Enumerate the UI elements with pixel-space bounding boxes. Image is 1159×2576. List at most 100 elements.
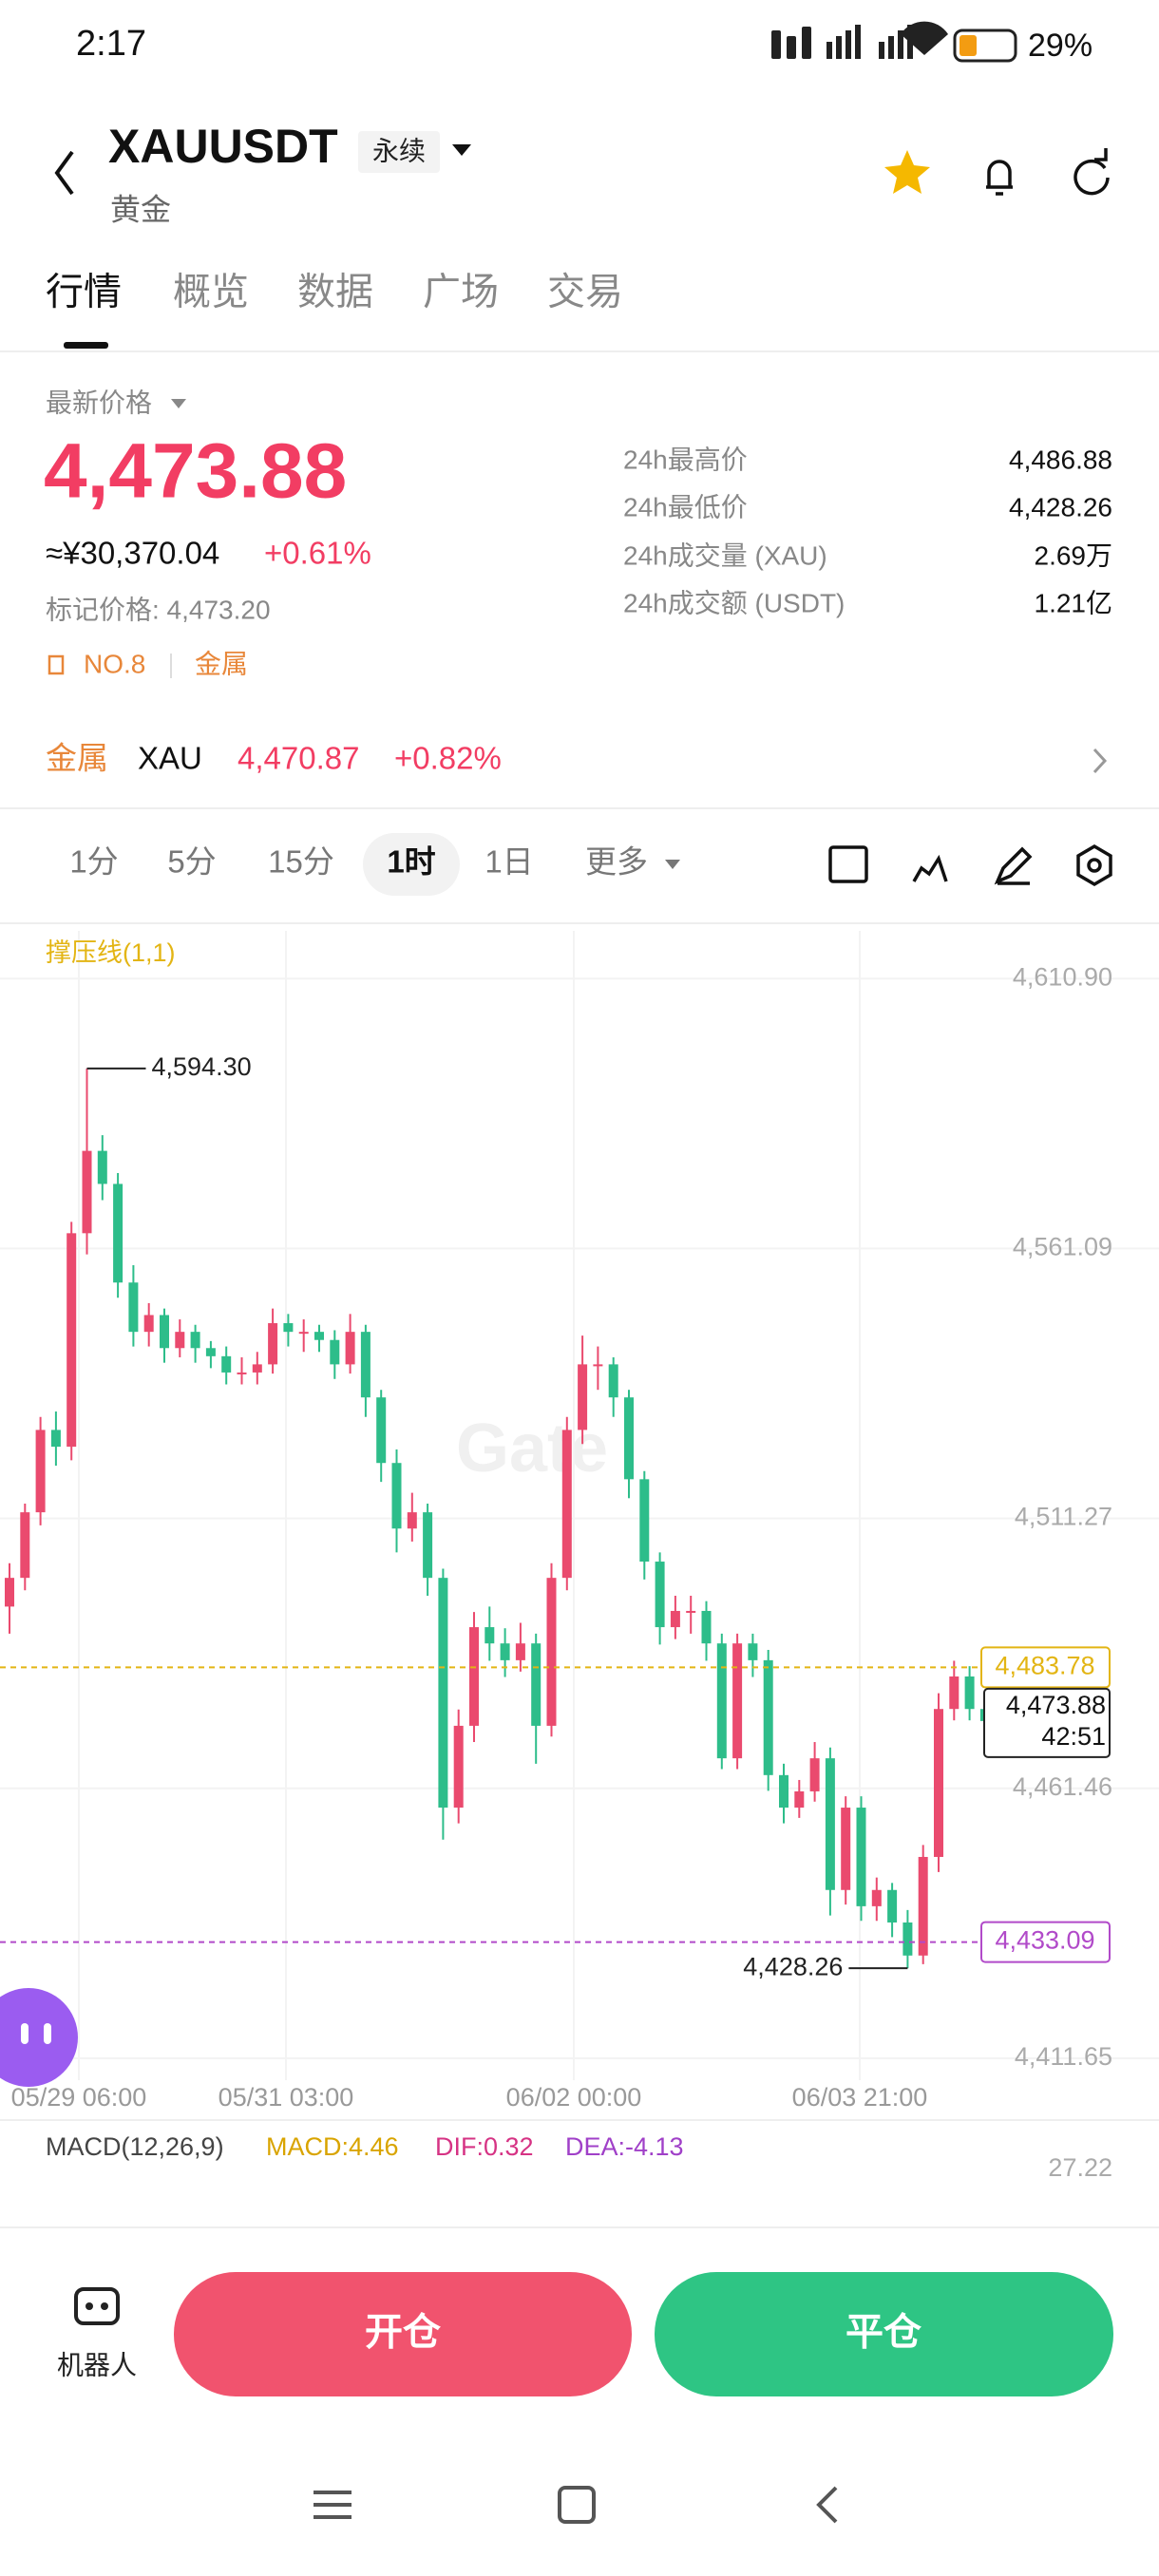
candle-body [205,1348,216,1356]
candle-body [298,1332,309,1335]
candle-body [701,1610,712,1644]
back-button[interactable] [54,150,74,196]
candle-body [856,1808,866,1906]
candle-body [20,1512,30,1579]
dropdown-arrow[interactable] [452,144,471,156]
candle-body [779,1774,788,1809]
candle-body [82,1150,92,1234]
candle-body [438,1578,448,1809]
alert-bell[interactable] [986,160,1013,196]
candle-body [918,1856,928,1956]
draw-tool[interactable] [994,846,1033,885]
sector-symbol: XAU [138,741,202,776]
interval[interactable]: 1时 [387,844,435,880]
price-change: +0.61% [264,536,371,571]
close-label: 平仓 [846,2312,922,2354]
tab[interactable]: 数据 [297,272,373,313]
status-icons [771,21,1017,63]
candle-body [639,1479,650,1563]
contract-badge[interactable] [358,131,440,173]
robot-icon[interactable] [74,2287,120,2325]
candle-body [283,1323,294,1333]
countdown: 42:51 [1041,1722,1106,1751]
battery-level: 29% [1028,28,1092,64]
candle-body [423,1512,433,1579]
symbol: XAUUSDT [108,120,338,173]
nav-home[interactable] [558,2486,596,2524]
candle-body [825,1758,835,1890]
sector-change: +0.82% [394,741,502,776]
tab[interactable]: 交易 [547,272,623,313]
interval[interactable]: 15分 [268,844,334,880]
interval[interactable]: 更多 [585,844,648,880]
open-button[interactable] [174,2272,632,2396]
candle-body [484,1627,495,1644]
rank: NO.8 [84,649,145,678]
candle-body [391,1463,402,1529]
interval[interactable]: 1日 [484,844,533,880]
sector-chevron[interactable] [1092,748,1108,774]
candle-body [143,1315,154,1333]
contract-type: 永续 [372,136,426,165]
favorite-star[interactable] [884,150,930,194]
candle-body [561,1430,572,1579]
current-price-label: 4,473.88 [1006,1691,1106,1719]
nav-back[interactable] [816,2486,838,2524]
price-label-arrow[interactable] [171,399,186,408]
settings-tool[interactable] [1076,843,1112,887]
tab-indicator [64,342,108,349]
sector-name[interactable]: 金属 [46,741,108,776]
y-tick-label: 4,511.27 [1015,1503,1112,1531]
candle-body [268,1323,278,1365]
assistant-bubble[interactable] [0,1988,78,2087]
price-label: 最新价格 [46,388,152,417]
settings-tool-center [1087,858,1102,873]
candle-body [794,1790,805,1809]
refresh-button[interactable] [1074,148,1110,196]
candle-body [763,1659,773,1775]
y-tick-label: 4,461.46 [1013,1772,1112,1801]
price-line-box [980,1646,1111,1689]
candle-body [578,1364,588,1430]
last-price: 4,473.88 [44,428,347,515]
sector-tag[interactable]: 金属 [195,649,248,678]
candle-body [345,1332,355,1365]
candle-body [252,1364,262,1373]
robot-eye [101,2302,108,2310]
candle-body [531,1643,542,1726]
price-line-box [980,1921,1111,1963]
stat-value: 2.69万 [1035,540,1113,570]
fullscreen-tool[interactable] [828,845,868,883]
more-arrow[interactable] [665,860,680,869]
x-tick-label: 05/31 03:00 [218,2083,354,2112]
candle-body [871,1889,882,1906]
close-button[interactable] [655,2272,1113,2396]
candle-body [902,1922,913,1956]
sector-price: 4,470.87 [238,741,359,776]
indicator-tool[interactable] [912,854,948,882]
candle-body [964,1676,975,1710]
tab[interactable]: 概览 [173,272,249,313]
candle-body [670,1610,680,1628]
dif-value: DIF:0.32 [435,2132,534,2161]
candle-body [330,1339,340,1365]
nav-menu[interactable] [314,2491,352,2519]
chart-tools [828,843,1112,887]
candle-body [237,1372,247,1374]
candle-body [190,1332,200,1349]
stat-value: 4,486.88 [1009,445,1112,474]
tab[interactable]: 广场 [423,272,499,313]
low-mark-label: 4,428.26 [743,1952,843,1980]
candle-body [809,1758,820,1791]
candle-body [546,1578,557,1726]
interval[interactable]: 1分 [69,844,118,880]
mark-price: 标记价格: 4,473.20 [46,595,271,624]
candle-body [732,1643,743,1759]
x-tick-label: 06/03 21:00 [792,2083,928,2112]
interval[interactable]: 5分 [167,844,216,880]
tab[interactable]: 行情 [46,272,122,313]
candle-body [376,1397,387,1464]
